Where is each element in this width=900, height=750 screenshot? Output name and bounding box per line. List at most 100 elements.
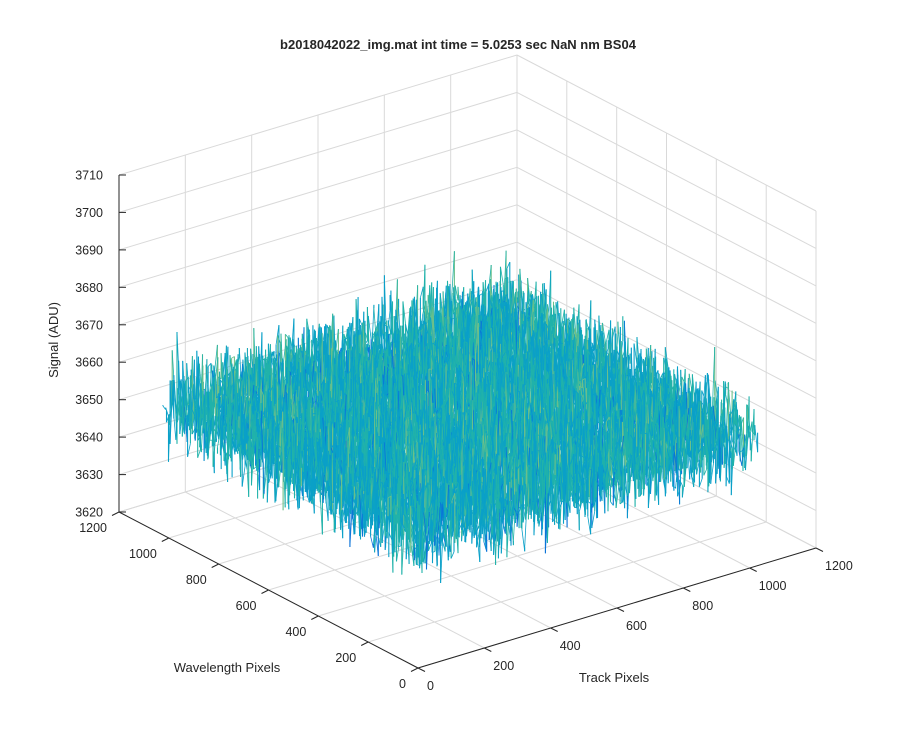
surface-stroke (426, 288, 431, 317)
surface-stroke (181, 408, 186, 437)
surface-stroke (286, 345, 290, 357)
surface-stroke (359, 318, 363, 326)
grid-line-sidewall-z (516, 129, 817, 287)
surface-stroke (490, 278, 494, 304)
surface-stroke (488, 285, 492, 306)
surface-stroke (422, 301, 427, 315)
grid-line-backwall-z (118, 91, 518, 213)
surface-stroke (418, 328, 423, 334)
surface-stroke (500, 266, 504, 285)
surface-stroke (379, 321, 384, 350)
grid-line-backwall-z (118, 241, 518, 363)
grid-line-backwall-z (118, 204, 518, 326)
grid-line-sidewall-z (516, 91, 817, 249)
surface-stroke (315, 327, 320, 362)
surface-stroke (186, 363, 190, 399)
surface-stroke (416, 299, 420, 362)
surface-stroke (234, 364, 239, 371)
surface-stroke (504, 276, 508, 279)
surface-stroke (244, 352, 249, 385)
surface-stroke (290, 346, 295, 362)
surface-stroke (279, 360, 283, 391)
surface-stroke (165, 407, 169, 417)
surface-stroke (402, 301, 407, 328)
surface-stroke (389, 301, 393, 349)
grid-line-sidewall-z (516, 241, 817, 399)
surface-stroke (177, 389, 181, 423)
surface-data (162, 250, 759, 584)
grid-line-backwall-z (118, 129, 518, 251)
surface-stroke (439, 297, 444, 335)
surface-stroke (169, 379, 174, 444)
surface-stroke (204, 439, 209, 451)
grid-line-backwall-z (118, 166, 518, 288)
surface-stroke (454, 285, 459, 301)
surface-stroke (293, 352, 298, 379)
surface-stroke (262, 357, 266, 362)
surface-stroke (179, 395, 184, 426)
surface-stroke (304, 350, 309, 357)
surface-stroke (195, 360, 199, 409)
surface-stroke (367, 315, 372, 340)
surface-stroke (485, 283, 490, 293)
surface-stroke (162, 405, 167, 410)
surface-stroke (207, 362, 212, 367)
surface-stroke (213, 365, 217, 384)
surface-stroke (464, 341, 468, 343)
surface-stroke (470, 281, 475, 305)
grid-line-sidewall-z (516, 166, 817, 324)
surface-stroke (512, 291, 516, 311)
surface-stroke (184, 414, 188, 419)
surface-stroke (501, 290, 505, 292)
surface-stroke (214, 344, 218, 372)
surface-stroke (247, 361, 252, 369)
surface-stroke (354, 310, 359, 340)
surface-stroke (187, 443, 191, 457)
surface-stroke (381, 296, 386, 350)
surface-stroke (194, 404, 199, 439)
grid-line-backwall-z (118, 54, 518, 176)
surface-stroke (406, 308, 411, 343)
surface-stroke (275, 325, 280, 345)
surface-stroke (371, 331, 376, 344)
surface-stroke (200, 399, 205, 453)
surface-stroke (218, 385, 222, 388)
surface-stroke (283, 339, 287, 363)
surface-stroke (198, 428, 202, 449)
surface-stroke (183, 375, 188, 411)
surface-stroke (395, 309, 399, 333)
surface-stroke (180, 379, 185, 407)
surface-stroke (472, 298, 477, 316)
grid-line-sidewall-z (516, 54, 817, 212)
surface-stroke (344, 337, 349, 340)
surface-stroke (405, 324, 409, 337)
surface-stroke (166, 414, 170, 423)
surface-stroke (218, 376, 222, 380)
surface-stroke (323, 347, 328, 355)
surface-stroke (285, 334, 289, 339)
chart-title: b2018042022_img.mat int time = 5.0253 se… (280, 37, 637, 52)
surface-stroke (454, 299, 458, 304)
surface-stroke (329, 313, 334, 362)
grid-line-floor-y (368, 521, 767, 643)
surface-stroke (198, 418, 203, 436)
surface-stroke (319, 333, 323, 372)
surface-stroke (287, 349, 292, 365)
surface-stroke (221, 381, 226, 395)
surface-stroke (383, 324, 388, 327)
surface-stroke (231, 356, 235, 359)
surface-stroke (209, 415, 213, 440)
surface-stroke (335, 329, 339, 354)
surface-stroke (240, 376, 244, 383)
grid-line-sidewall-z (516, 204, 817, 362)
surface-stroke (190, 375, 194, 397)
surface-stroke (188, 386, 192, 391)
surface-stroke (191, 408, 196, 417)
grid-line-floor-y (318, 495, 717, 617)
surface-stroke (197, 449, 201, 458)
surface-stroke (376, 328, 380, 343)
surface-stroke (173, 375, 177, 416)
surface-stroke (451, 251, 455, 301)
surface-stroke (277, 335, 281, 344)
